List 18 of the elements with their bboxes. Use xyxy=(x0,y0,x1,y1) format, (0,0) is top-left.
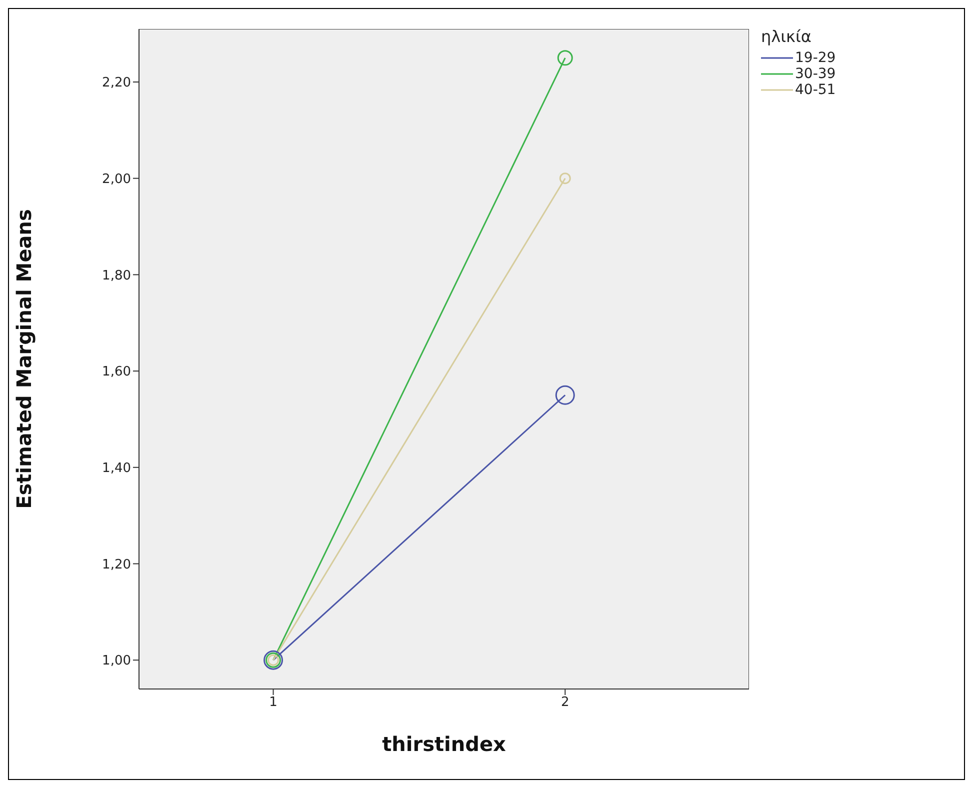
y-axis-title: Estimated Marginal Means xyxy=(12,209,36,509)
point xyxy=(557,50,573,66)
x-axis-title: thirstindex xyxy=(382,732,506,756)
y-tick-label: 2,20 xyxy=(102,76,131,91)
y-tick-label: 1,40 xyxy=(102,461,131,476)
legend-label: 19-29 xyxy=(795,50,836,66)
y-tick-label: 1,80 xyxy=(102,268,131,284)
point xyxy=(559,172,571,184)
x-tick-label: 2 xyxy=(560,695,570,710)
legend-label: 40-51 xyxy=(795,82,836,98)
point xyxy=(555,385,575,405)
legend-title: ηλικία xyxy=(761,27,812,46)
y-tick-label: 1,60 xyxy=(102,364,131,380)
y-tick-label: 1,20 xyxy=(102,557,131,572)
legend-label: 30-39 xyxy=(795,66,836,82)
y-tick-label: 2,00 xyxy=(102,172,131,187)
y-tick-label: 1,00 xyxy=(102,654,131,669)
x-tick-label: 1 xyxy=(269,695,278,710)
